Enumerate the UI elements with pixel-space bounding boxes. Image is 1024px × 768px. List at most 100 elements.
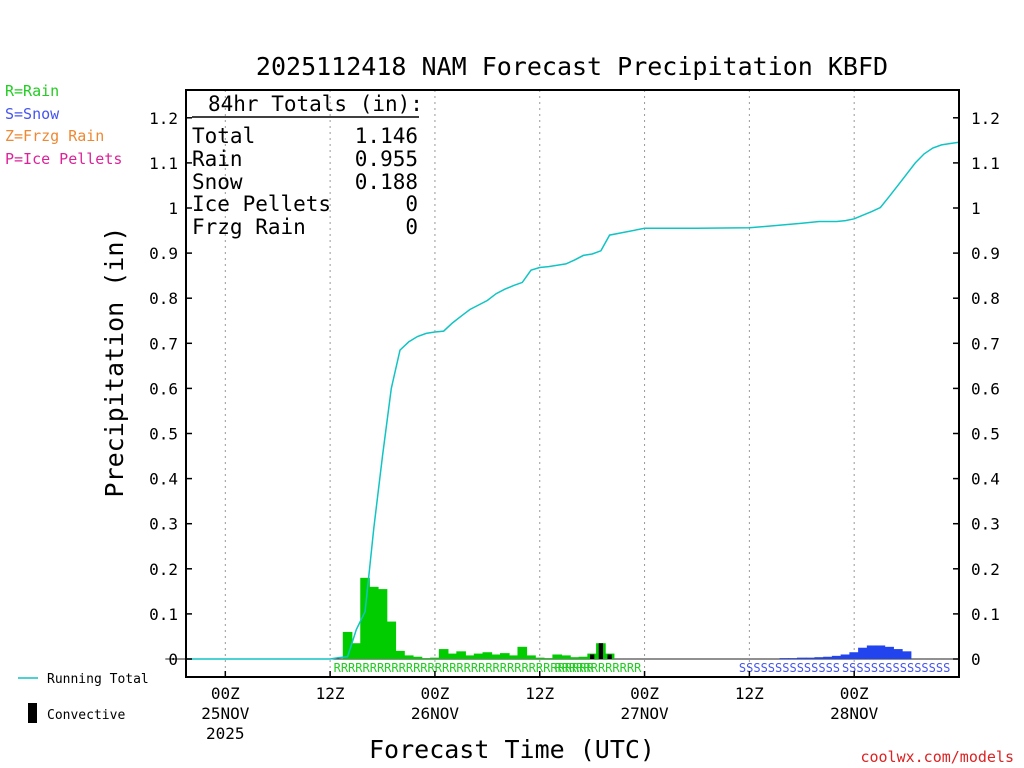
- rain-bar-12: [447, 653, 458, 659]
- snow-bar-14: [901, 651, 912, 659]
- y-tick-label-left-5: 0.5: [149, 425, 178, 444]
- totals-value-frzg-rain: 0: [405, 215, 418, 239]
- totals-label-frzg-rain: Frzg Rain: [192, 215, 306, 239]
- snow-bar-1: [788, 658, 798, 659]
- x-tick-label-0-3: 2025: [206, 724, 245, 743]
- y-tick-label-right-2: 0.2: [971, 560, 1000, 579]
- rain-bar-15: [473, 653, 484, 659]
- running-total-legend-label: Running Total: [47, 672, 149, 687]
- convective-bar-2: [607, 654, 612, 659]
- y-axis-left: 0 0.1 0.2 0.3 0.4 0.5 0.6 0.7 0.8 0.9 1 1.1 1.2: [149, 109, 192, 669]
- x-tick-label-6-2: 28NOV: [830, 704, 879, 723]
- rain-bar-0: [342, 631, 353, 659]
- running-total-series: [186, 141, 960, 660]
- x-tick-label-3-1: 12Z: [525, 684, 554, 703]
- x-tick-label-0-1: 00Z: [211, 684, 240, 703]
- y-tick-label-right-10: 1: [971, 199, 981, 218]
- rain-bar-23: [543, 658, 554, 659]
- chart-title: 2025112418 NAM Forecast Precipitation KB…: [256, 52, 888, 81]
- y-tick-label-left-11: 1.1: [149, 154, 178, 173]
- precip-type-strips: RRRRRRRRRRRRRRRRRRRRRRRRRRRRRRRRRRRRRRRR…: [334, 661, 951, 675]
- precip-bars: [342, 577, 912, 659]
- rain-bar-16: [482, 652, 493, 659]
- rain-bar-24: [552, 654, 563, 659]
- rain-bar-5: [386, 621, 397, 659]
- rain-bar-22: [534, 657, 545, 659]
- snow-bar-8: [849, 652, 859, 659]
- rain-bar-19: [508, 655, 519, 659]
- rain-bar-1: [351, 643, 362, 659]
- x-tick-label-4-2: 27NOV: [620, 704, 669, 723]
- snow-bar-10: [866, 645, 877, 659]
- y-tick-label-left-6: 0.6: [149, 379, 178, 398]
- rain-bar-4: [377, 589, 388, 659]
- x-tick-label-0-2: 25NOV: [201, 704, 250, 723]
- snow-bar-11: [875, 645, 886, 659]
- rain-bar-6: [395, 650, 405, 659]
- y-tick-label-right-12: 1.2: [971, 109, 1000, 128]
- snow-bar-2: [796, 657, 807, 659]
- totals-value-snow: 0.188: [355, 170, 418, 194]
- type-strip-1: RRRRRRRRRRRR: [555, 661, 642, 675]
- rain-bar-25: [561, 655, 571, 659]
- totals-label-total: Total: [192, 124, 255, 148]
- rain-bar-20: [517, 646, 528, 659]
- type-strip-3: SSSSSSSSSSSSSSS: [842, 661, 950, 675]
- rain-bar-13: [456, 651, 466, 659]
- rain-bar-9: [421, 658, 432, 659]
- rain-bar-7: [403, 655, 414, 659]
- y-tick-label-right-9: 0.9: [971, 244, 1000, 263]
- snow-bar-13: [893, 649, 903, 659]
- totals-box: 84hr Totals (in): Total 1.146 Rain 0.955…: [192, 92, 423, 239]
- x-tick-label-2-1: 00Z: [420, 684, 449, 703]
- y-tick-label-left-1: 0.1: [149, 605, 178, 624]
- legend-rain: R=Rain: [5, 82, 59, 100]
- y-axis-right: 0 0.1 0.2 0.3 0.4 0.5 0.6 0.7 0.8 0.9 1 1.1 1.2: [953, 109, 1000, 669]
- rain-bar-27: [578, 656, 589, 659]
- x-axis-label: Forecast Time (UTC): [369, 735, 655, 764]
- convective-bar-0: [589, 654, 595, 659]
- y-tick-label-left-10: 1: [168, 199, 178, 218]
- x-tick-label-6-1: 00Z: [840, 684, 869, 703]
- x-tick-label-2-2: 26NOV: [411, 704, 460, 723]
- legend-frzg-rain: Z=Frzg Rain: [5, 127, 104, 145]
- rain-bar-14: [465, 655, 475, 659]
- rain-bar-10: [430, 657, 440, 659]
- y-tick-label-left-12: 1.2: [149, 109, 178, 128]
- x-gridlines: [165, 90, 959, 677]
- snow-bar-3: [805, 657, 816, 659]
- totals-label-ice-pellets: Ice Pellets: [192, 192, 331, 216]
- y-tick-label-left-8: 0.8: [149, 289, 178, 308]
- snow-bar-0: [779, 658, 790, 659]
- rain-bar-3: [368, 586, 379, 659]
- x-tick-label-1-1: 12Z: [316, 684, 345, 703]
- y-tick-label-right-11: 1.1: [971, 154, 1000, 173]
- type-legend: R=Rain S=Snow Z=Frzg Rain P=Ice Pellets: [5, 82, 122, 168]
- y-tick-label-left-2: 0.2: [149, 560, 178, 579]
- rain-bar-18: [500, 653, 510, 659]
- y-tick-label-right-0: 0: [971, 650, 981, 669]
- totals-value-total: 1.146: [355, 124, 418, 148]
- snow-bar-7: [840, 654, 851, 659]
- snow-bar-4: [814, 657, 825, 659]
- rain-bar-8: [412, 656, 423, 659]
- snow-bar-5: [823, 656, 833, 659]
- line-legend: Running Total Convective: [18, 672, 149, 723]
- y-tick-label-left-9: 0.9: [149, 244, 178, 263]
- y-tick-label-left-4: 0.4: [149, 470, 178, 489]
- rain-bar-26: [569, 657, 580, 659]
- convective-bar-1: [598, 643, 604, 659]
- y-tick-label-right-3: 0.3: [971, 515, 1000, 534]
- footer-credit: coolwx.com/models: [860, 748, 1014, 766]
- type-strip-2: SSSSSSSSSSSSSS: [739, 661, 840, 675]
- snow-bar-9: [858, 647, 868, 659]
- totals-label-snow: Snow: [192, 170, 243, 194]
- totals-label-rain: Rain: [192, 147, 243, 171]
- y-tick-label-left-3: 0.3: [149, 515, 178, 534]
- totals-value-ice-pellets: 0: [405, 192, 418, 216]
- totals-value-rain: 0.955: [355, 147, 418, 171]
- y-tick-label-left-0: 0: [168, 650, 178, 669]
- y-tick-label-right-1: 0.1: [971, 605, 1000, 624]
- legend-ice-pellets: P=Ice Pellets: [5, 150, 122, 168]
